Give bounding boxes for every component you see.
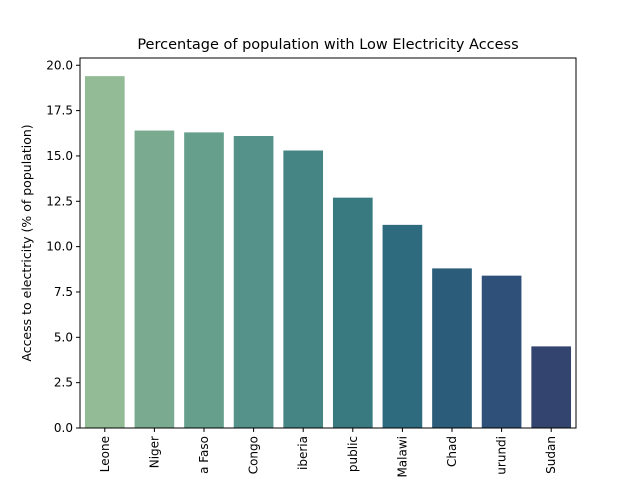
bar-2 [184,132,224,429]
x-tick-label: public [346,436,360,472]
y-tick-label: 15.0 [46,149,73,163]
x-tick-label: urundi [495,436,509,475]
y-tick-label: 7.5 [54,285,73,299]
bar-0 [84,76,125,428]
y-tick-label: 20.0 [46,58,73,72]
bar-1 [134,130,175,429]
y-axis: 0.0 2.5 5.0 7.5 10.0 12.5 15.0 17.5 20.0 [46,58,80,435]
x-tick-label: Malawi [395,436,409,478]
bar-6 [382,224,423,428]
x-tick-label: Sudan [544,436,558,474]
x-axis: Leone Niger a Faso Congo iberia public Malawi C… [98,428,558,478]
bar-5 [332,197,373,428]
chart-title: Percentage of population with Low Electr… [137,37,518,53]
y-tick-label: 5.0 [54,330,73,344]
x-tick-label: iberia [296,436,310,470]
x-tick-label: Congo [247,436,261,474]
y-tick-label: 0.0 [54,421,73,435]
bar-8 [481,275,522,428]
x-tick-label: a Faso [197,436,211,474]
plot-frame [79,57,577,429]
bar-3 [233,135,274,429]
x-tick-label: Chad [445,436,459,467]
bar-4 [283,150,324,428]
y-tick-label: 2.5 [54,376,73,390]
x-tick-label: Leone [98,436,112,472]
y-tick-label: 12.5 [46,194,73,208]
y-axis-label: Access to electricity (% of population) [19,124,34,361]
y-tick-label: 17.5 [46,104,73,118]
y-tick-label: 10.0 [46,240,73,254]
bars-group [84,76,572,429]
x-tick-label: Niger [147,436,161,468]
bar-7 [432,268,472,428]
bar-9 [531,346,572,428]
